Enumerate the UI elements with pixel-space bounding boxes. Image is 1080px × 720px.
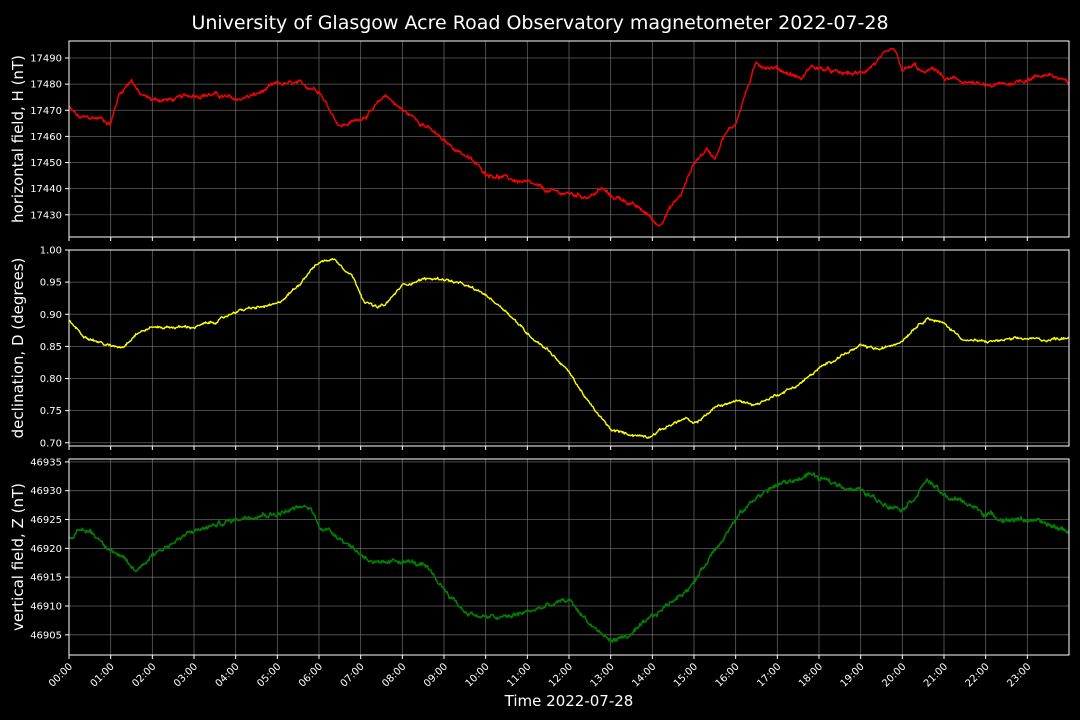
y-tick-label: 17440 (30, 184, 62, 195)
y-tick-label: 46905 (30, 630, 62, 641)
y-tick-label: 46930 (30, 486, 62, 497)
y-tick-label: 46910 (30, 602, 62, 613)
y-tick-label: 46925 (30, 515, 62, 526)
y-tick-label: 46915 (30, 573, 62, 584)
y-tick-label: 0.85 (40, 342, 62, 353)
y-tick-label: 17480 (30, 80, 62, 91)
axes-frame (68, 249, 1070, 447)
y-axis-label: vertical field, Z (nT) (9, 483, 27, 631)
axes-frame (68, 458, 1070, 656)
y-tick-label: 0.70 (40, 438, 62, 449)
series-line-1 (68, 258, 1070, 439)
y-tick-label: 17490 (30, 53, 62, 64)
y-tick-label: 0.80 (40, 374, 62, 385)
x-axis-label: Time 2022-07-28 (504, 692, 634, 710)
panel-1: 17430 17440 17450 17460 17470 17480 17490horiz… (9, 40, 1070, 241)
y-tick-label: 46935 (30, 457, 62, 468)
y-tick-label: 0.95 (40, 278, 62, 289)
y-tick-label: 1.00 (40, 246, 62, 257)
y-tick-label: 17460 (30, 132, 62, 143)
chart-title: University of Glasgow Acre Road Observat… (191, 12, 888, 34)
y-tick-label: 17430 (30, 210, 62, 221)
y-tick-label: 0.90 (40, 310, 62, 321)
panel-2: 0.70 0.75 0.80 0.85 0.90 0.95 1.00 declination,… (9, 246, 1070, 450)
axes-frame (68, 40, 1070, 238)
y-axis-label: horizontal field, H (nT) (9, 55, 27, 223)
y-tick-label: 0.75 (40, 406, 62, 417)
y-tick-label: 17450 (30, 158, 62, 169)
panel-3: 46905 46910 46915 46920 46925 46930 46935 verti… (9, 457, 1070, 659)
series-line-1 (68, 47, 1070, 227)
y-axis-label: declination, D (degrees) (9, 258, 27, 439)
series-line-1 (68, 471, 1070, 644)
y-tick-label: 46920 (30, 544, 62, 555)
y-tick-label: 17470 (30, 106, 62, 117)
